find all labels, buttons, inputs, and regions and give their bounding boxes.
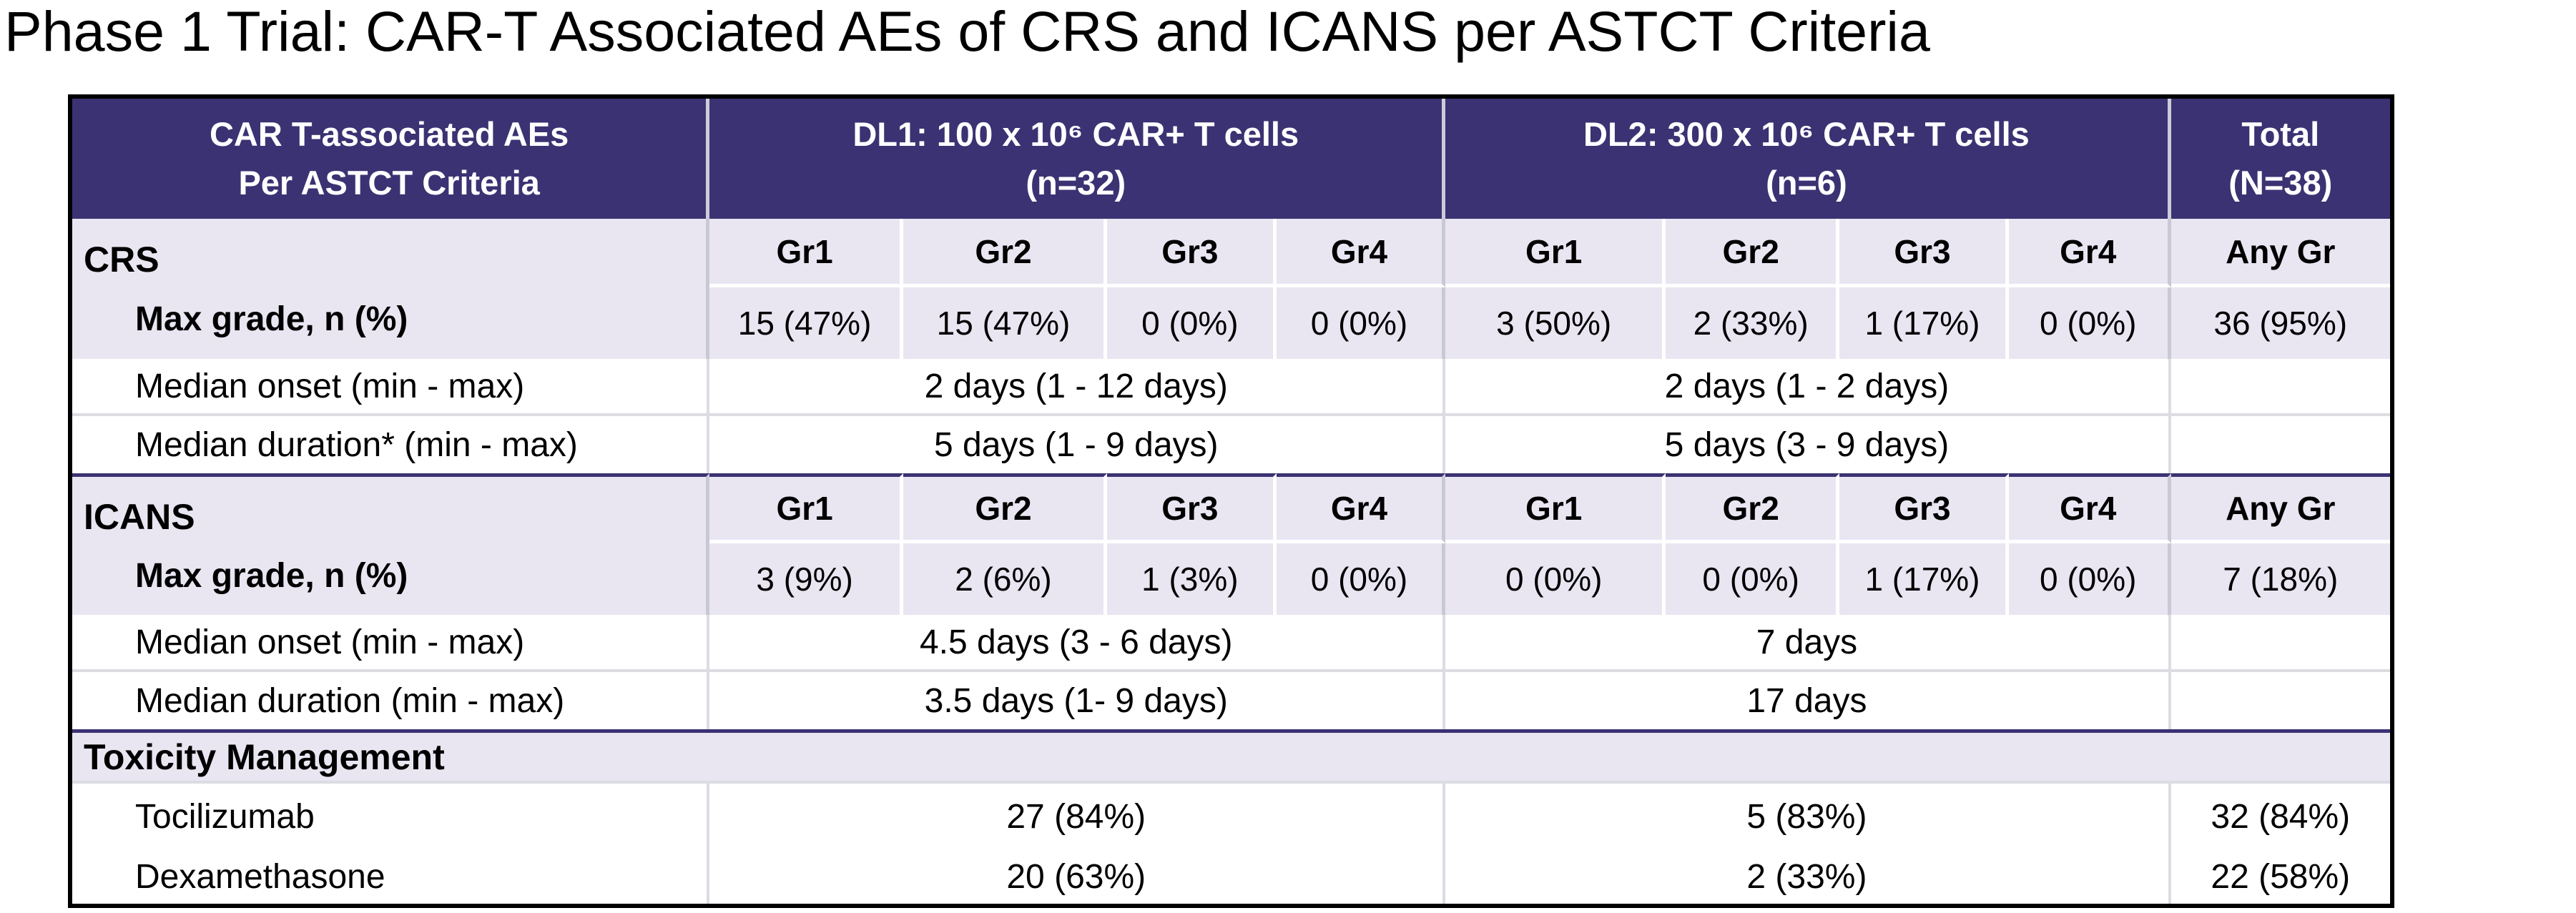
icans-onset-dl2: 7 days	[1445, 615, 2171, 672]
icans-grade-header: Gr1	[1445, 473, 1666, 543]
header-col1-line2: Per ASTCT Criteria	[238, 164, 540, 202]
page-title: Phase 1 Trial: CAR-T Associated AEs of C…	[4, 0, 1930, 63]
icans-max-grade-value: 1 (17%)	[1839, 543, 2009, 615]
crs-grade-header: Gr4	[1276, 219, 1446, 287]
toxicity-management-section-label: Toxicity Management	[72, 729, 2390, 784]
header-row-label-column: CAR T-associated AEs Per ASTCT Criteria	[72, 99, 710, 219]
icans-anygr-value: 7 (18%)	[2171, 543, 2390, 615]
crs-duration-dl2: 5 days (3 - 9 days)	[1445, 416, 2171, 473]
icans-grade-header: Gr4	[2008, 473, 2171, 543]
icans-max-grade-value: 0 (0%)	[1666, 543, 1840, 615]
crs-duration-total	[2171, 416, 2390, 473]
icans-onset-dl1: 4.5 days (3 - 6 days)	[709, 615, 1446, 672]
crs-onset-total	[2171, 359, 2390, 416]
crs-section-label: CRS	[84, 239, 159, 280]
tocilizumab-total: 32 (84%)	[2171, 784, 2390, 849]
crs-grade-header: Gr3	[1839, 219, 2009, 287]
icans-duration-dl1: 3.5 days (1- 9 days)	[709, 672, 1446, 729]
crs-max-grade-value: 2 (33%)	[1666, 287, 1840, 359]
header-dl2-line2: (n=6)	[1766, 164, 1847, 202]
ae-summary-table: CAR T-associated AEs Per ASTCT Criteria …	[68, 94, 2394, 908]
crs-anygr-header: Any Gr	[2171, 219, 2390, 287]
crs-anygr-value: 36 (95%)	[2171, 287, 2390, 359]
crs-onset-label: Median onset (min - max)	[72, 359, 710, 416]
header-total-line2: (N=38)	[2228, 164, 2333, 202]
crs-grade-header: Gr1	[709, 219, 903, 287]
header-dl2-line1: DL2: 300 x 10⁶ CAR+ T cells	[1583, 114, 2030, 153]
tocilizumab-dl1: 27 (84%)	[709, 784, 1446, 849]
icans-grade-header: Gr1	[709, 473, 903, 543]
icans-grade-header: Gr2	[1666, 473, 1840, 543]
crs-max-grade-value: 0 (0%)	[1276, 287, 1446, 359]
crs-max-grade-value: 0 (0%)	[2008, 287, 2171, 359]
header-dl1-line2: (n=32)	[1026, 164, 1126, 202]
icans-onset-total	[2171, 615, 2390, 672]
crs-duration-dl1: 5 days (1 - 9 days)	[709, 416, 1446, 473]
dexamethasone-label: Dexamethasone	[72, 849, 710, 904]
icans-section-label: ICANS	[84, 496, 195, 537]
tocilizumab-label: Tocilizumab	[72, 784, 710, 849]
icans-duration-dl2: 17 days	[1445, 672, 2171, 729]
crs-grade-header: Gr2	[1666, 219, 1840, 287]
header-dl1-line1: DL1: 100 x 10⁶ CAR+ T cells	[852, 114, 1299, 153]
icans-max-grade-value: 3 (9%)	[709, 543, 903, 615]
icans-anygr-header: Any Gr	[2171, 473, 2390, 543]
dexamethasone-dl2: 2 (33%)	[1445, 849, 2171, 904]
crs-max-grade-label: Max grade, n (%)	[135, 300, 408, 339]
crs-onset-dl2: 2 days (1 - 2 days)	[1445, 359, 2171, 416]
icans-duration-label: Median duration (min - max)	[72, 672, 710, 729]
icans-max-grade-value: 0 (0%)	[2008, 543, 2171, 615]
header-dl1-column: DL1: 100 x 10⁶ CAR+ T cells (n=32)	[709, 99, 1446, 219]
icans-onset-label: Median onset (min - max)	[72, 615, 710, 672]
crs-duration-label: Median duration* (min - max)	[72, 416, 710, 473]
icans-section-label-cell: ICANS Max grade, n (%)	[72, 473, 710, 615]
icans-max-grade-value: 0 (0%)	[1276, 543, 1446, 615]
header-dl2-column: DL2: 300 x 10⁶ CAR+ T cells (n=6)	[1445, 99, 2171, 219]
crs-section-label-cell: CRS Max grade, n (%)	[72, 219, 710, 359]
crs-max-grade-value: 15 (47%)	[903, 287, 1108, 359]
icans-grade-header: Gr2	[903, 473, 1108, 543]
crs-grade-header: Gr1	[1445, 219, 1666, 287]
icans-max-grade-value: 0 (0%)	[1445, 543, 1666, 615]
icans-grade-header: Gr4	[1276, 473, 1446, 543]
icans-max-grade-value: 2 (6%)	[903, 543, 1108, 615]
dexamethasone-dl1: 20 (63%)	[709, 849, 1446, 904]
crs-max-grade-value: 15 (47%)	[709, 287, 903, 359]
icans-duration-total	[2171, 672, 2390, 729]
tocilizumab-dl2: 5 (83%)	[1445, 784, 2171, 849]
crs-grade-header: Gr4	[2008, 219, 2171, 287]
crs-max-grade-value: 0 (0%)	[1107, 287, 1277, 359]
icans-max-grade-label: Max grade, n (%)	[135, 557, 408, 596]
crs-grade-header: Gr3	[1107, 219, 1277, 287]
dexamethasone-total: 22 (58%)	[2171, 849, 2390, 904]
header-total-column: Total (N=38)	[2171, 99, 2390, 219]
header-col1-line1: CAR T-associated AEs	[209, 114, 569, 153]
header-total-line1: Total	[2241, 114, 2320, 153]
icans-max-grade-value: 1 (3%)	[1107, 543, 1277, 615]
icans-grade-header: Gr3	[1107, 473, 1277, 543]
icans-grade-header: Gr3	[1839, 473, 2009, 543]
crs-max-grade-value: 1 (17%)	[1839, 287, 2009, 359]
crs-onset-dl1: 2 days (1 - 12 days)	[709, 359, 1446, 416]
crs-grade-header: Gr2	[903, 219, 1108, 287]
crs-max-grade-value: 3 (50%)	[1445, 287, 1666, 359]
